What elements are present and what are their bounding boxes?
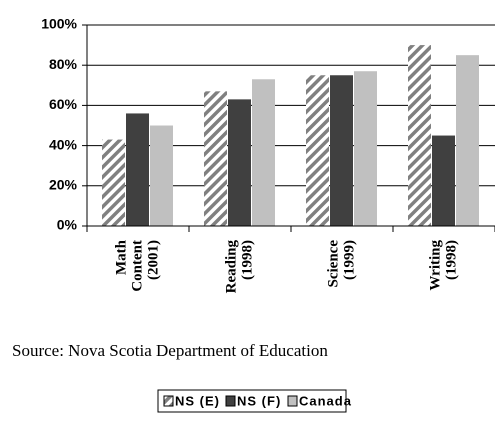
bar [456,55,479,227]
x-tick-label: (1999) [341,240,357,280]
legend-label: Canada [299,393,352,408]
bar [102,139,125,226]
legend-swatch [287,395,298,407]
x-tick-label: (1998) [443,240,459,280]
bar [126,113,149,226]
x-tick-label: Science [325,240,341,288]
legend-label: NS (F) [237,393,281,408]
legend: NS (E) NS (F) Canada [157,389,352,413]
source: Source: Nova Scotia Department of Educat… [12,341,328,360]
x-tick-label: Writing [427,240,443,291]
x-tick-label: (1998) [239,240,255,280]
y-tick-label: 80% [49,56,78,72]
y-tick-label: 0% [57,217,78,233]
y-tick-label: 40% [49,136,78,152]
bar [204,91,227,226]
bar [228,99,251,226]
y-tick-label: 20% [49,177,78,193]
legend-label: NS (E) [175,393,220,408]
legend-box [157,389,347,413]
y-tick-label: 60% [49,96,78,112]
bar [354,71,377,226]
bar [150,125,173,226]
legend-swatch [163,395,174,407]
y-tick-label: 100% [41,16,77,32]
x-tick-label: Reading [223,240,239,294]
x-tick-label: Math [113,239,129,275]
bar [330,75,353,226]
bar [306,75,329,226]
bar [252,79,275,227]
legend-swatch [225,395,236,407]
bar [408,45,431,226]
bar [432,135,455,226]
x-tick-label: (2001) [145,240,161,280]
x-tick-label: Content [129,240,145,292]
